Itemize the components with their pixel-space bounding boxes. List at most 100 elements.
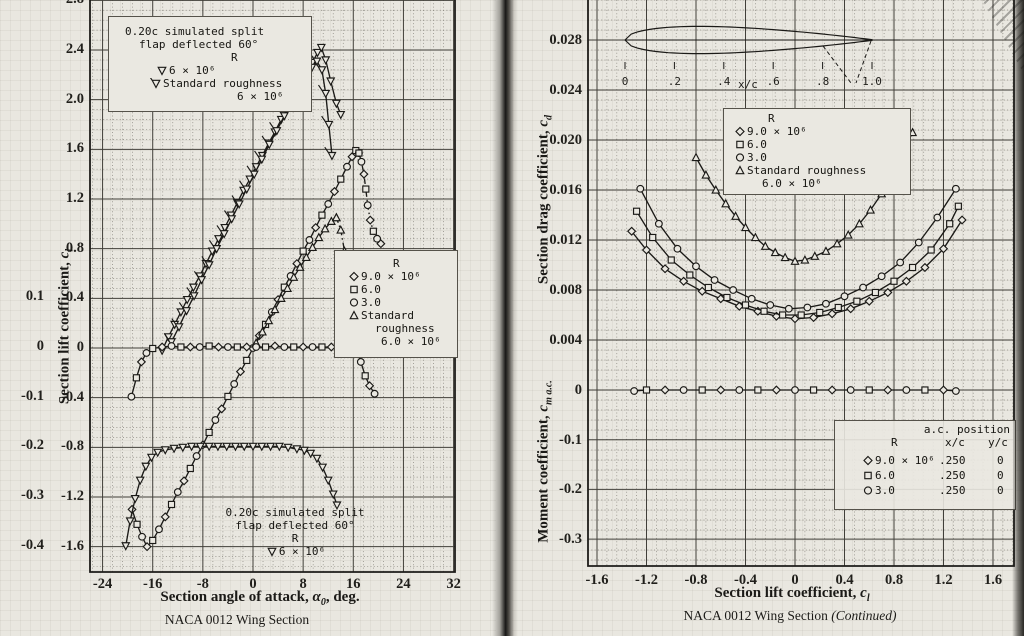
tick-label: 1.2 — [934, 572, 953, 588]
legend-split-flap-bottom: 0.20c simulated split flap deflected 60°… — [190, 506, 400, 558]
ac-table-title: a.c. position — [923, 423, 1010, 436]
tick-label: 32 — [446, 576, 461, 592]
right-cm-axis-title-symbol: c — [535, 404, 552, 412]
tick-label: 1.6 — [65, 140, 84, 157]
legend-split-flap-top: 0.20c simulated split flap deflected 60°… — [108, 16, 312, 112]
legend-row: 6.0 × 10⁶ — [762, 177, 822, 190]
tick-label: -0.8 — [684, 572, 708, 588]
tick-label: .4 — [717, 75, 731, 88]
xc-axis-label: x/c — [738, 78, 758, 91]
nabla-marker-icon — [155, 65, 169, 76]
tick-label: 0.016 — [549, 182, 582, 198]
square-marker-icon — [733, 139, 747, 150]
tick-label: -0.4 — [21, 536, 44, 553]
tick-label: -0.3 — [21, 487, 44, 504]
tick-label: -8 — [196, 576, 209, 592]
tick-label: 1.6 — [983, 572, 1003, 588]
tick-label: 8 — [299, 576, 307, 592]
legend-reynolds-mid: R 9.0 × 10⁶ 6.0 3.0 Standard roughness 6… — [334, 250, 458, 358]
tick-label: 0.028 — [549, 32, 582, 48]
legend-row: 6 × 10⁶ — [190, 545, 400, 558]
right-cd-axis-title: Section drag coefficient, cd — [536, 59, 555, 341]
tick-label: 0.008 — [549, 282, 582, 298]
right-x-axis-title: Section lift coefficient, cl — [642, 585, 942, 604]
tick-label: -0.4 — [61, 388, 84, 405]
legend-reynolds-header: R — [393, 257, 400, 270]
legend-row-label: 3.0 — [361, 296, 381, 309]
tick-label: -24 — [92, 576, 113, 592]
legend-row-label: 6 × 10⁶ — [169, 64, 216, 77]
tick-label: -1.2 — [635, 572, 658, 588]
legend-row: 9.0 × 10⁶ — [733, 125, 910, 138]
legend-reynolds-header: R — [231, 51, 238, 64]
tick-label: 0.004 — [549, 332, 582, 348]
right-cm-axis-title-subscript: m a.c. — [543, 380, 555, 405]
legend-line: 0.20c simulated split — [225, 506, 365, 519]
ac-position-table: a.c. position R x/c y/c 9.0 × 10⁶ .250 0… — [834, 420, 1016, 510]
legend-row: 3.0 — [347, 296, 457, 309]
square-marker-icon — [347, 284, 361, 295]
legend-row-label: 3.0 — [747, 151, 767, 164]
series-cm-ac-vs-cl — [630, 385, 960, 395]
right-cd-axis-title-symbol: c — [535, 119, 552, 127]
nabla-marker-icon — [265, 546, 279, 557]
legend-line: 0.20c simulated split — [125, 25, 265, 38]
left-x-axis-title-units: , deg. — [325, 589, 360, 605]
legend-row: 6 × 10⁶ — [237, 90, 311, 103]
right-cd-axis-title-text: Section drag coefficient, — [535, 126, 552, 285]
legend-row-label: Standard roughness — [163, 77, 283, 90]
right-cm-axis-title-text: Moment coefficient, — [535, 411, 552, 543]
left-y-axis-title: Section lift coefficient, cl — [57, 187, 76, 467]
series-cd-R3 — [636, 184, 960, 313]
triangle-marker-icon — [733, 165, 747, 176]
legend-row: 6.0 — [347, 283, 457, 296]
ac-table-cell: 0 — [997, 484, 1004, 497]
tick-label: 0.8 — [884, 572, 904, 588]
left-y-axis-title-text: Section lift coefficient, — [56, 258, 73, 405]
legend-row: Standard roughness — [733, 164, 910, 177]
ac-table-row: 3.0 — [861, 484, 895, 497]
tick-label: 1.0 — [862, 75, 882, 88]
tick-label: .6 — [766, 75, 780, 88]
left-y-axis-title-subscript: l — [64, 248, 76, 252]
left-x-axis-title: Section angle of attack, α0, deg. — [110, 589, 410, 608]
flagged-nabla-marker-icon — [147, 74, 163, 89]
legend-line: flap deflected 60° — [139, 38, 259, 51]
triangle-marker-icon — [347, 310, 361, 321]
diamond-marker-icon — [347, 271, 361, 282]
legend-row: 6.0 — [733, 138, 910, 151]
ac-table-cell: .250 — [939, 454, 966, 467]
legend-row-label: Standard roughness — [747, 164, 867, 177]
right-x-axis-title-text: Section lift coefficient, — [714, 585, 861, 601]
tick-label: -1.6 — [585, 572, 609, 588]
tick-label: 16 — [346, 576, 361, 592]
legend-reynolds-header: R — [291, 532, 299, 545]
legend-row: 6.0 × 10⁶ — [381, 335, 441, 348]
legend-row: Standard roughness — [147, 74, 311, 90]
right-x-axis-title-subscript: l — [866, 593, 870, 604]
ac-table-row: 9.0 × 10⁶ — [861, 454, 935, 467]
tick-label: -0.1 — [21, 387, 44, 404]
tick-label: 0.4 — [65, 289, 84, 306]
ac-table-row: 6.0 — [861, 469, 895, 482]
tick-label: 0 — [249, 576, 257, 592]
tick-label: -0.8 — [61, 438, 84, 455]
tick-label: 0 — [791, 572, 799, 588]
circle-marker-icon — [733, 152, 747, 163]
ac-table-cell: .250 — [939, 469, 966, 482]
ac-table-cell: 0 — [997, 454, 1004, 467]
series-cd-R9 — [627, 215, 967, 324]
right-page-caption: NACA 0012 Wing Section (Continued) — [640, 608, 940, 624]
airfoil-sketch — [624, 25, 900, 84]
square-marker-icon — [861, 470, 875, 481]
ac-table-cell: .250 — [939, 484, 966, 497]
ac-table-cell: 9.0 × 10⁶ — [875, 454, 935, 467]
ac-table-cell: 3.0 — [875, 484, 895, 497]
left-x-axis-title-symbol: α — [312, 589, 321, 605]
series-cd-R6 — [632, 202, 962, 319]
tick-label: .8 — [815, 75, 830, 88]
tick-label: 2.8 — [36, 0, 84, 8]
legend-row: 3.0 — [733, 151, 910, 164]
ac-table-cell: 6.0 — [875, 469, 895, 482]
